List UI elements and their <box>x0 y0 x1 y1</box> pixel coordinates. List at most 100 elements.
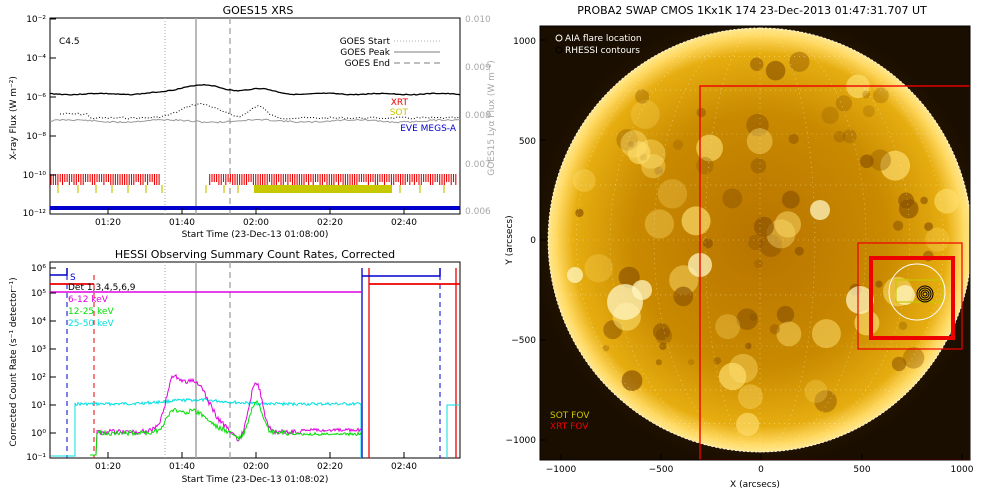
legend-sot-fov: SOT FOV <box>550 411 590 421</box>
goes-ytick: 10⁻⁶ <box>26 93 46 103</box>
xrt-fov-box-thick <box>869 256 955 340</box>
goes-legend-peak: GOES Peak <box>340 48 390 58</box>
active-region-blob <box>746 113 769 137</box>
hessi-ytick: 10² <box>31 373 46 383</box>
aia-flare-location <box>888 263 946 321</box>
active-region-blob <box>652 323 671 341</box>
hessi-ytick: 10⁰ <box>31 429 46 439</box>
active-region-blob <box>745 342 752 350</box>
hessi-title: HESSI Observing Summary Count Rates, Cor… <box>115 248 395 261</box>
swap-ytick: 500 <box>519 137 536 147</box>
active-region-blob <box>794 246 804 256</box>
active-region-blob <box>753 216 774 237</box>
active-region-blob <box>875 280 883 288</box>
active-region-blob <box>774 211 801 238</box>
hessi-xtick: 02:20 <box>317 462 343 472</box>
goes-xtick: 02:00 <box>243 218 269 228</box>
bright-active-region <box>632 280 652 300</box>
active-region-blob <box>765 60 786 81</box>
active-region-blob <box>572 169 596 193</box>
goes-flare-class: C4.5 <box>59 37 80 47</box>
goes-ytick-right: 0.010 <box>465 15 491 25</box>
active-region-blob <box>673 286 694 307</box>
bright-active-region <box>567 267 583 283</box>
hessi-xtick: 02:00 <box>243 462 269 472</box>
active-region-blob <box>854 310 880 336</box>
active-region-blob <box>659 342 667 350</box>
swap-xlabel: X (arcsecs) <box>730 480 780 490</box>
swap-ylabel: Y (arcsecs) <box>505 215 515 265</box>
hessi-xlabel: Start Time (23-Dec-13 01:08:02) <box>182 475 329 485</box>
active-region-blob <box>657 179 688 209</box>
active-region-blob <box>630 100 660 129</box>
goes-ytick-right: 0.006 <box>465 207 491 217</box>
xrt-fov-box-small <box>857 242 963 350</box>
active-region-blob <box>835 95 853 112</box>
active-region-blob <box>759 234 783 257</box>
active-region-blob <box>672 139 684 150</box>
active-region-blob <box>891 356 907 372</box>
active-region-blob <box>781 190 800 209</box>
xrt-coverage <box>50 174 457 185</box>
goes-legend-xrt: XRT <box>391 98 409 108</box>
swap-ytick: −500 <box>511 336 536 346</box>
active-region-blob <box>814 390 837 413</box>
goes-xtick: 02:40 <box>391 218 417 228</box>
active-region-blob <box>627 141 634 148</box>
active-region-blob <box>618 266 640 288</box>
active-region-blob <box>873 87 889 104</box>
goes-xlabel: Start Time (23-Dec-13 01:08:00) <box>182 230 329 240</box>
goes-legend-end: GOES End <box>345 59 390 69</box>
active-region-blob <box>920 196 928 205</box>
hessi-ytick: 10⁵ <box>31 289 46 299</box>
sot-coverage <box>57 185 445 193</box>
active-region-blob <box>776 305 795 324</box>
hessi-xtick: 01:20 <box>95 462 121 472</box>
bright-active-region <box>895 285 915 305</box>
goes-ytick-right: 0.008 <box>465 111 491 121</box>
active-region-blob <box>769 324 780 335</box>
longitude-line <box>759 27 944 453</box>
active-region-blob <box>789 51 810 72</box>
goes-ylabel: X-ray Flux (W m⁻²) <box>9 76 19 160</box>
active-region-blob <box>869 149 891 171</box>
swap-xtick: −500 <box>649 465 674 475</box>
active-region-blob <box>621 370 643 391</box>
active-region-blob <box>788 133 799 145</box>
hessi-ytick: 10⁴ <box>31 317 46 327</box>
goes-title: GOES15 XRS <box>223 4 294 17</box>
swap-ytick: −1000 <box>506 436 537 446</box>
active-region-blob <box>893 220 904 231</box>
active-region-blob <box>627 141 651 165</box>
solar-limb <box>547 27 970 453</box>
bright-active-region <box>846 286 874 314</box>
active-region-blob <box>736 412 760 436</box>
hessi-12-25-line <box>90 399 362 456</box>
active-region-blob <box>620 130 648 158</box>
active-region-blob <box>602 345 610 352</box>
active-region-blob <box>747 234 764 251</box>
swap-ytick: 1000 <box>513 37 536 47</box>
active-region-blob <box>655 327 673 345</box>
hessi-plot-frame <box>49 261 461 459</box>
active-region-blob <box>750 158 767 174</box>
active-region-blob <box>749 313 758 321</box>
active-region-blob <box>842 129 857 144</box>
active-region-blob <box>898 321 908 331</box>
legend-xrt-fov: XRT FOV <box>550 422 589 432</box>
active-region-blob <box>860 154 874 169</box>
active-region-blob <box>862 90 870 99</box>
hessi-legend-s: S <box>70 273 76 283</box>
active-region-blob <box>696 107 706 118</box>
hessi-legend-det: Det 1,3,4,5,6,9 <box>68 283 136 293</box>
active-region-blob <box>898 192 914 209</box>
goes-legend-eve: EVE MEGS-A <box>400 124 457 134</box>
active-region-blob <box>702 238 713 249</box>
active-region-blob <box>934 188 960 214</box>
hessi-panel: HESSI Observing Summary Count Rates, Cor… <box>9 248 461 485</box>
active-region-blob <box>804 379 828 403</box>
hessi-xtick: 02:40 <box>391 462 417 472</box>
sot-fov-box <box>895 279 943 303</box>
active-region-blob <box>584 254 613 283</box>
active-region-blob <box>616 129 638 151</box>
